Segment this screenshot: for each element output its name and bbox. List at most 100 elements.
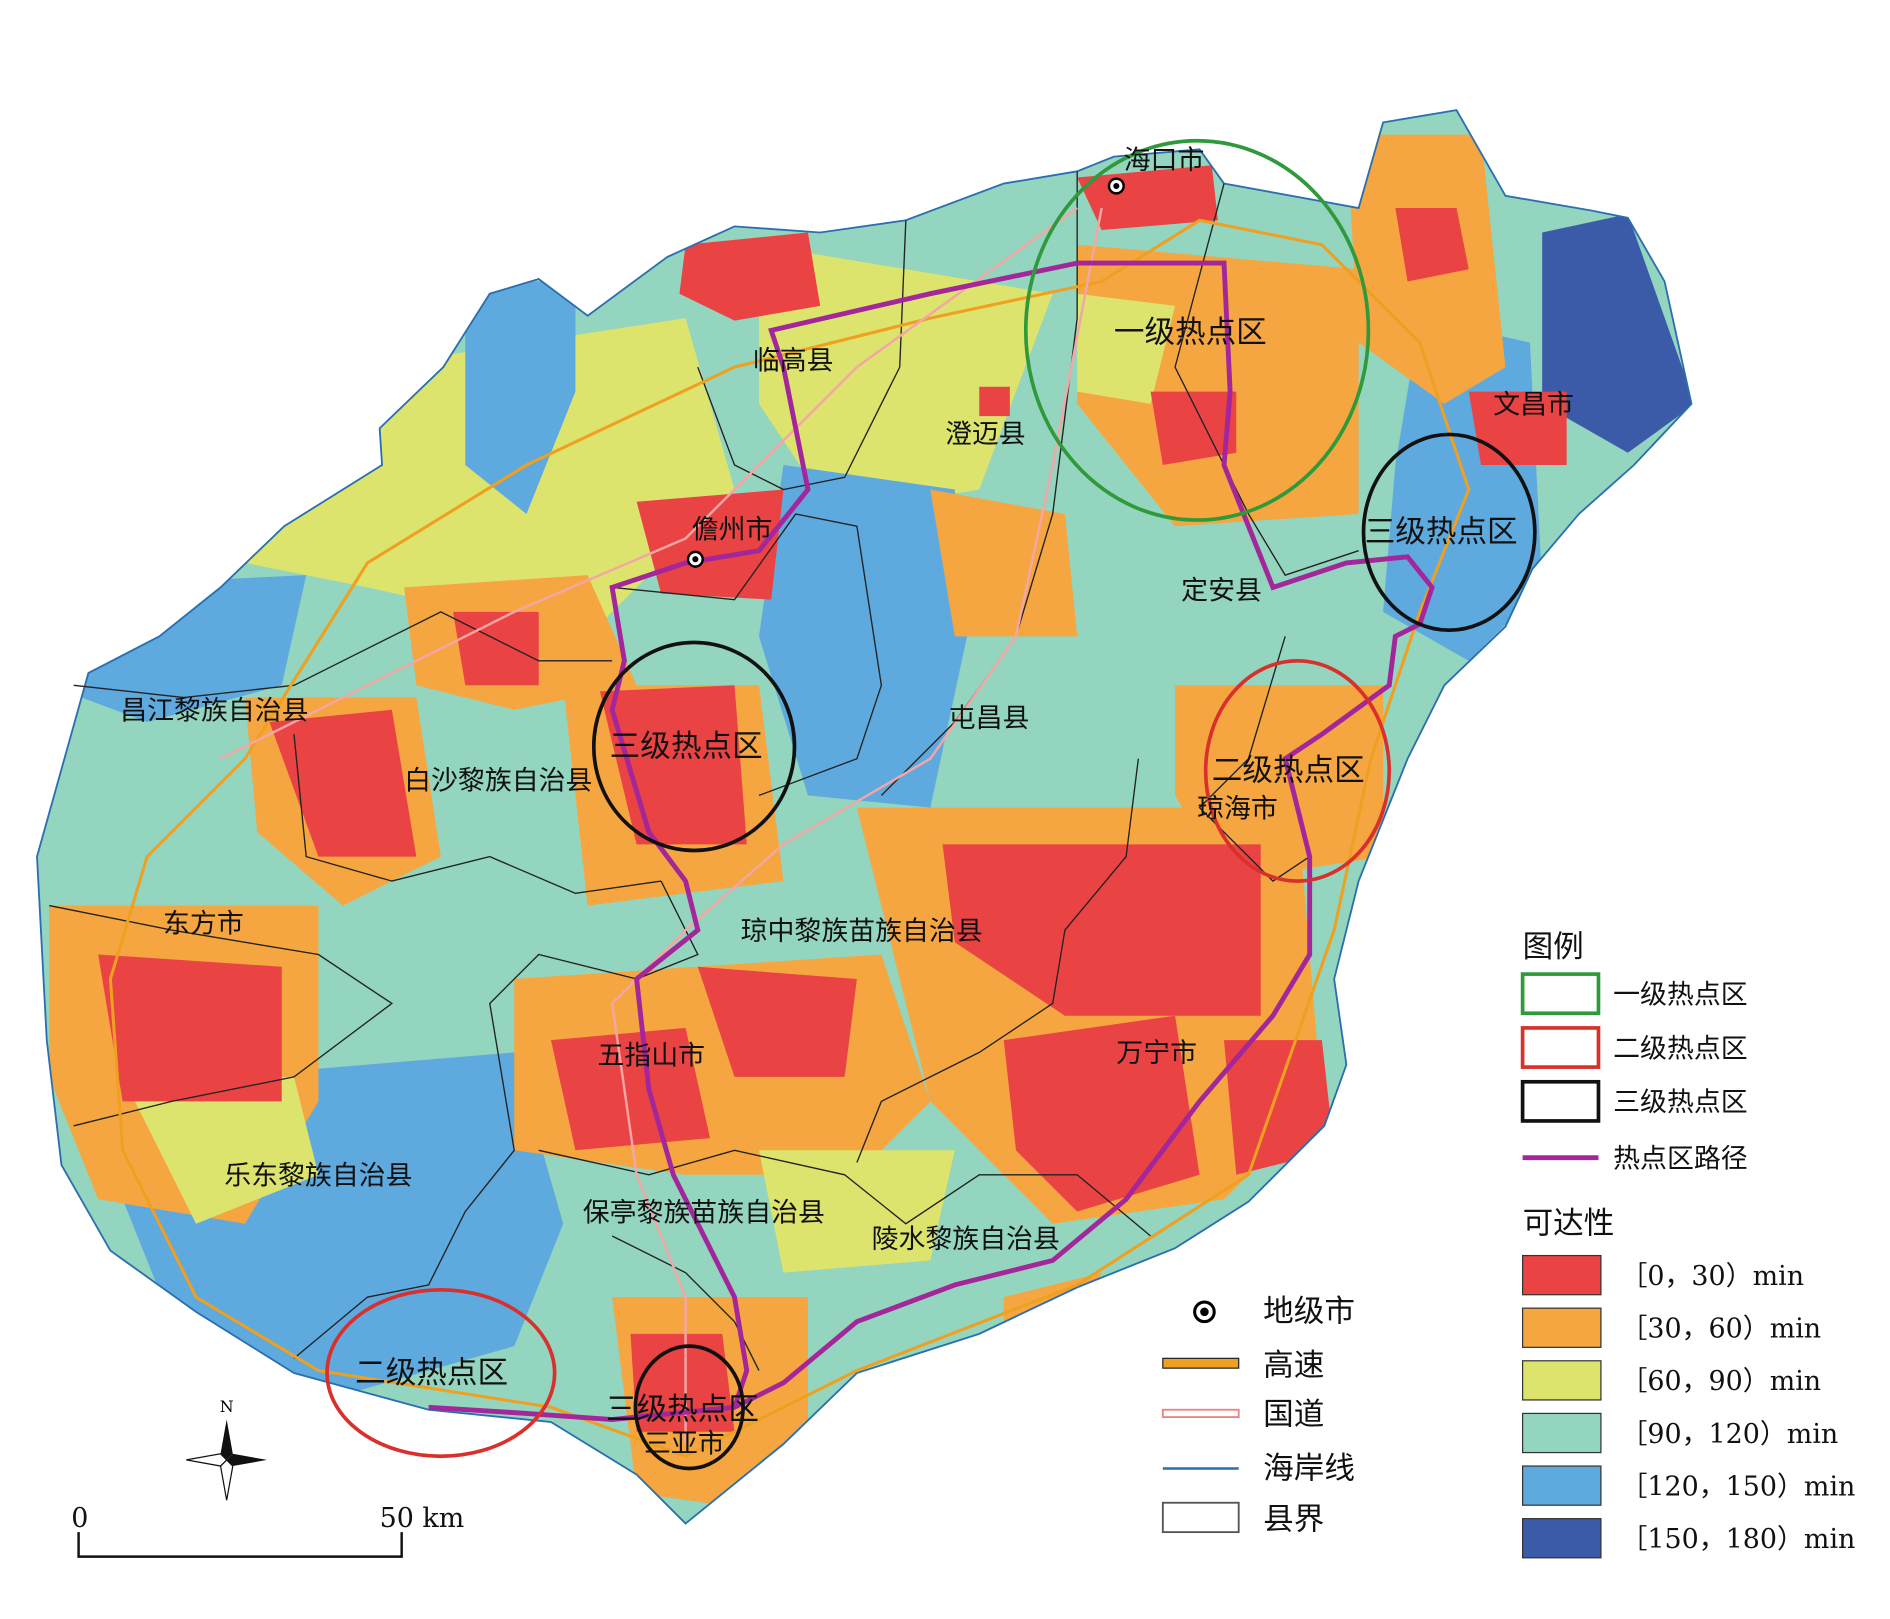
- level1-zone: [1023, 138, 1371, 522]
- legend-label: 三级热点区: [1613, 1087, 1748, 1118]
- level3-zone: [633, 1344, 745, 1471]
- county-border: [856, 758, 1140, 1163]
- hotspot-label: 二级热点区: [1212, 754, 1365, 789]
- accessibility-legend: ［0，30）min ［30，60）min ［60，90）min ［90，120）min…: [1521, 1254, 1856, 1559]
- level2-zone: [1203, 658, 1392, 883]
- hotspot-label: 二级热点区: [355, 1356, 508, 1391]
- symbol-label: 国道: [1263, 1397, 1324, 1432]
- symbol-label: 地级市: [1263, 1295, 1355, 1330]
- north-arrow-shape: [219, 1459, 234, 1501]
- hotspot-label: 三级热点区: [610, 729, 763, 764]
- accessibility-zone: [122, 1076, 319, 1224]
- legend-title: 图例: [1523, 930, 1584, 965]
- scale-label: 0: [71, 1503, 88, 1534]
- legend-swatch: [1521, 1518, 1602, 1559]
- legend-label: ［90，120）min: [1621, 1419, 1839, 1450]
- north-arrow: N: [186, 1397, 268, 1501]
- county-border: [697, 220, 907, 491]
- scale-bar: 0 50 km: [71, 1503, 465, 1558]
- place-label: 万宁市: [1116, 1038, 1197, 1069]
- legend: 图例 一级热点区 二级热点区 三级热点区 热点区路径 可达性 ［0，30）min…: [1520, 930, 1856, 1559]
- legend-swatch: [1520, 1079, 1601, 1123]
- accessibility-zone: [636, 489, 784, 600]
- national-road: [220, 207, 1078, 760]
- place-label: 琼中黎族苗族自治县: [741, 916, 983, 947]
- place-label: 儋州市: [692, 514, 773, 545]
- accessibility-zone: [979, 386, 1010, 417]
- county-border: [611, 1235, 760, 1371]
- county-border: [73, 611, 613, 699]
- county-border: [612, 513, 883, 797]
- county-border: [1174, 183, 1359, 576]
- legend-swatch: [1521, 1412, 1602, 1454]
- place-label: 定安县: [1181, 576, 1262, 607]
- place-label: 屯昌县: [949, 703, 1030, 734]
- city-symbol: [1113, 182, 1120, 190]
- accessibility-zone: [758, 244, 1053, 514]
- accessibility-zone: [1077, 293, 1176, 404]
- city-symbol: [692, 556, 699, 563]
- accessibility-zone: [269, 709, 417, 857]
- county-border: [538, 1149, 1152, 1237]
- coastline: [36, 109, 1693, 1525]
- hotspot-label: 三级热点区: [606, 1393, 759, 1428]
- accessibility-zone: [697, 966, 857, 1077]
- legend-label: ［150，180）min: [1621, 1524, 1856, 1555]
- level3-zone: [591, 640, 797, 853]
- accessibility-zone: [550, 1027, 711, 1151]
- place-label: 保亭黎族苗族自治县: [583, 1197, 825, 1228]
- hotspot-route: [428, 260, 1435, 1422]
- place-label: 三亚市: [644, 1429, 725, 1460]
- accessibility-zone: [453, 611, 539, 686]
- accessibility-zone: [1395, 208, 1469, 282]
- place-label: 东方市: [163, 908, 244, 939]
- accessibility-zone: [1542, 214, 1692, 453]
- hotspot-zones: [325, 138, 1537, 1471]
- county-border: [293, 734, 662, 895]
- legend-swatch: [1521, 1360, 1602, 1401]
- county-border: [49, 904, 394, 1127]
- scale-line: [77, 1532, 403, 1558]
- legend-label: 二级热点区: [1613, 1033, 1748, 1064]
- north-arrow-shape: [186, 1453, 228, 1467]
- legend-swatch: [1520, 1026, 1601, 1069]
- place-labels: 海口市 临高县 澄迈县 儋州市 文昌市 定安县 屯昌县 昌江黎族自治县 白沙黎族…: [120, 145, 1574, 1460]
- place-label: 海口市: [1124, 145, 1205, 176]
- legend-label: ［120，150）min: [1621, 1471, 1856, 1502]
- north-arrow-shape: [226, 1453, 268, 1467]
- hotspot-label: 三级热点区: [1365, 515, 1518, 550]
- legend-label: ［60，90）min: [1621, 1366, 1822, 1397]
- level3-zone: [1361, 432, 1537, 633]
- county-border: [880, 171, 1078, 796]
- symbol-legend: 地级市 高速 国道 海岸线 县界: [1161, 1295, 1355, 1538]
- county-borders: [49, 171, 1359, 1371]
- legend-swatch: [1520, 972, 1601, 1016]
- place-label: 白沙黎族自治县: [404, 765, 592, 796]
- county-border: [293, 880, 699, 1359]
- legend-label: ［0，30）min: [1621, 1261, 1805, 1292]
- accessibility-zone: [1175, 685, 1384, 882]
- accessibility-zone: [942, 844, 1261, 1016]
- legend-swatch: [1521, 1254, 1602, 1296]
- accessibility-zone: [1003, 1015, 1200, 1212]
- scale-label: 50 km: [380, 1503, 465, 1534]
- legend-swatch: [1521, 1465, 1602, 1506]
- hotspot-labels: 一级热点区 三级热点区 三级热点区 二级热点区 二级热点区 三级热点区: [355, 316, 1517, 1428]
- legend-label: 一级热点区: [1613, 979, 1748, 1010]
- symbol-label: 海岸线: [1263, 1451, 1355, 1486]
- roads: [108, 207, 1471, 1458]
- national-road: [610, 207, 1103, 1445]
- accessibility-zone: [98, 954, 282, 1102]
- place-label: 陵水黎族自治县: [872, 1224, 1060, 1255]
- place-label: 琼海市: [1197, 793, 1278, 824]
- legend-label: 热点区路径: [1613, 1143, 1748, 1174]
- symbol-label: 高速: [1263, 1348, 1324, 1383]
- expressway: [108, 218, 1471, 1458]
- symbol-county-border: [1161, 1501, 1240, 1534]
- legend-title: 可达性: [1523, 1207, 1615, 1242]
- symbol-label: 县界: [1263, 1503, 1324, 1538]
- place-label: 澄迈县: [945, 419, 1026, 450]
- place-label: 临高县: [753, 346, 834, 377]
